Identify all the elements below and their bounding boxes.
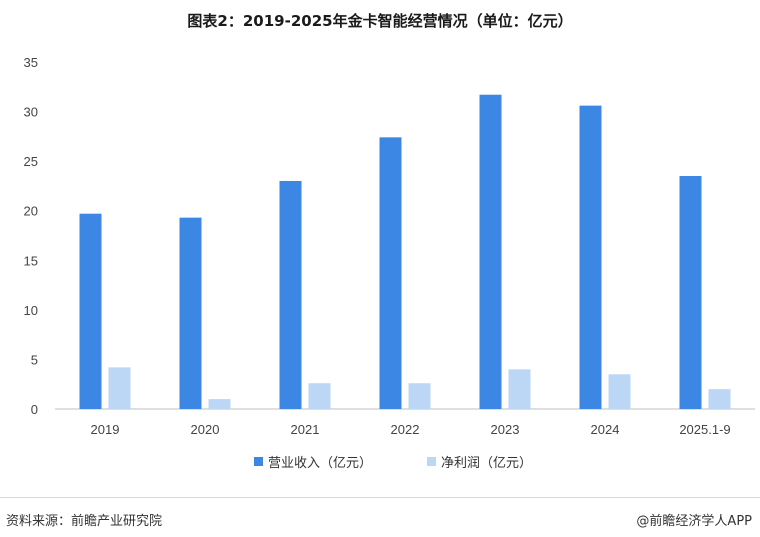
x-tick-label: 2021 [291, 422, 320, 437]
revenue-bar [79, 213, 102, 409]
net-profit-bar [308, 383, 331, 409]
y-tick-label: 5 [31, 352, 38, 367]
legend: 营业收入（亿元） 净利润（亿元） [254, 456, 532, 471]
x-axis-labels: 2019 2020 2021 2022 2023 2024 2025.1-9 [91, 422, 731, 437]
revenue-bar [179, 217, 202, 409]
y-tick-label: 35 [24, 55, 38, 70]
net-profit-bar [608, 374, 631, 409]
y-axis-labels: 0 5 10 15 20 25 30 35 [24, 55, 38, 417]
chart-title: 图表2：2019-2025年金卡智能经营情况（单位：亿元） [187, 12, 573, 30]
y-tick-label: 25 [24, 154, 38, 169]
revenue-bar [279, 180, 302, 409]
x-tick-label: 2019 [91, 422, 120, 437]
x-tick-label: 2023 [491, 422, 520, 437]
bars [79, 94, 731, 410]
revenue-bar [679, 176, 702, 409]
x-tick-label: 2025.1-9 [679, 422, 730, 437]
y-tick-label: 30 [24, 105, 38, 120]
x-tick-label: 2024 [591, 422, 620, 437]
brand-credit: @前瞻经济学人APP [636, 510, 752, 529]
at-symbol: @ [636, 514, 650, 529]
revenue-bar [479, 94, 502, 410]
legend-profit-swatch [427, 457, 436, 466]
net-profit-bar [508, 369, 531, 409]
legend-revenue-swatch [254, 457, 263, 466]
net-profit-bar [108, 367, 131, 409]
brand-name: 前瞻经济学人APP [649, 514, 752, 529]
x-tick-label: 2020 [191, 422, 220, 437]
y-tick-label: 10 [24, 303, 38, 318]
revenue-bar [579, 105, 602, 409]
legend-revenue-label: 营业收入（亿元） [268, 456, 372, 471]
y-tick-label: 0 [31, 402, 38, 417]
footer-divider [0, 497, 760, 498]
y-tick-label: 20 [24, 204, 38, 219]
source-note: 资料来源：前瞻产业研究院 [6, 514, 163, 529]
x-tick-label: 2022 [391, 422, 420, 437]
net-profit-bar [208, 399, 231, 409]
legend-profit-label: 净利润（亿元） [441, 456, 532, 471]
revenue-bar [379, 137, 402, 409]
y-tick-label: 15 [24, 253, 38, 268]
net-profit-bar [708, 389, 731, 409]
net-profit-bar [408, 383, 431, 409]
